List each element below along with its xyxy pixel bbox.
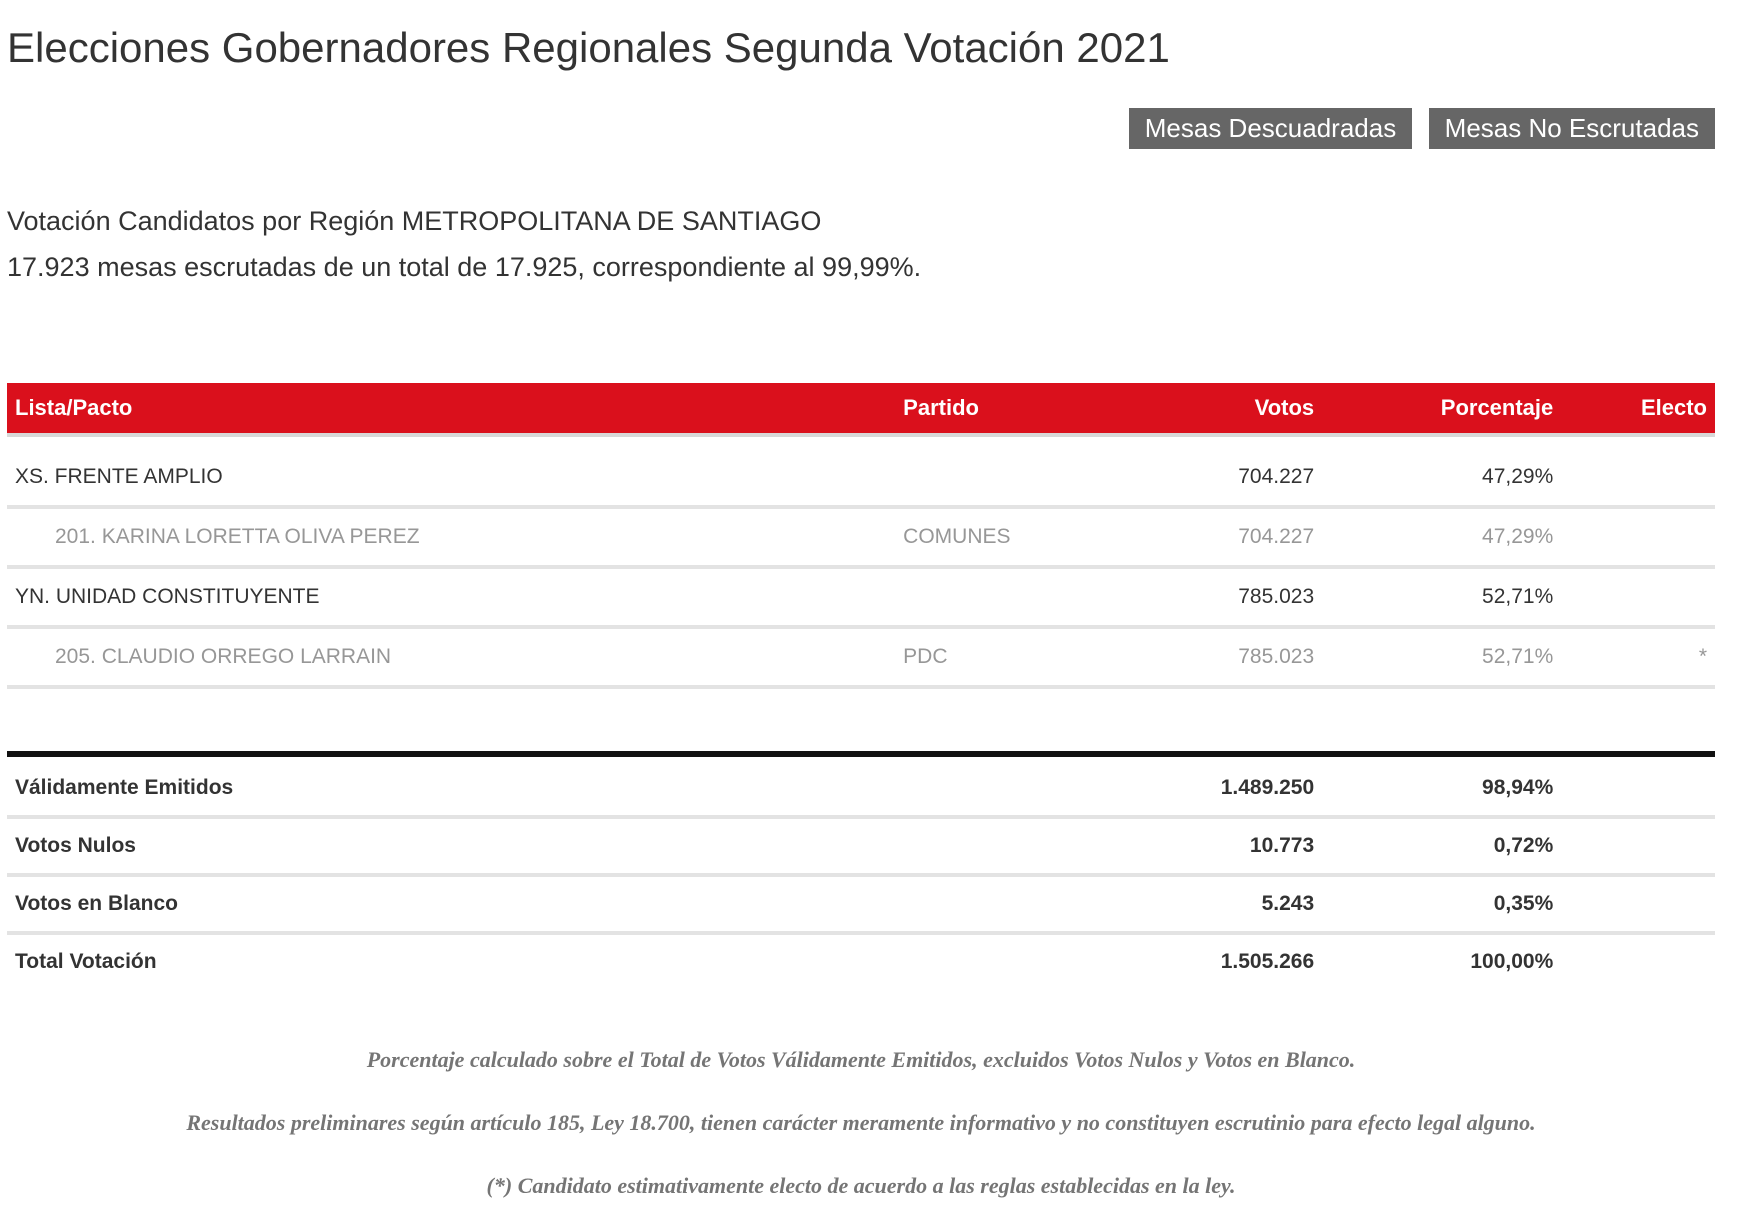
mesas-descuadradas-button[interactable]: Mesas Descuadradas — [1128, 108, 1413, 149]
footnote-line: (*) Candidato estimativamente electo de … — [486, 1173, 1236, 1198]
partido-cell: PDC — [903, 645, 948, 668]
partido-cell: COMUNES — [903, 525, 1011, 548]
total-porcentaje-cell: 0,72% — [1493, 834, 1554, 857]
partido-cell — [895, 567, 1100, 627]
totals-row: Votos Nulos 10.773 0,72% — [7, 817, 1715, 875]
lista-pacto-cell: YN. UNIDAD CONSTITUYENTE — [15, 585, 320, 608]
total-votos-cell: 5.243 — [1261, 892, 1315, 915]
totals-row: Votos en Blanco 5.243 0,35% — [7, 875, 1715, 933]
table-row: YN. UNIDAD CONSTITUYENTE 785.023 52,71% — [7, 567, 1715, 627]
electo-cell: * — [1698, 645, 1707, 668]
header-lista-pacto: Lista/Pacto — [7, 383, 896, 437]
porcentaje-cell: 47,29% — [1482, 525, 1554, 548]
totals-body: Válidamente Emitidos 1.489.250 98,94% Vo… — [7, 754, 1715, 989]
total-votos-cell: 10.773 — [1249, 834, 1315, 857]
lista-pacto-cell: XS. FRENTE AMPLIO — [15, 465, 223, 488]
results-body: XS. FRENTE AMPLIO 704.227 47,29% 201. KA… — [7, 435, 1715, 687]
header-electo: Electo — [1561, 383, 1715, 437]
total-label-cell: Votos Nulos — [15, 834, 136, 857]
toolbar: Mesas Descuadradas Mesas No Escrutadas — [7, 108, 1715, 149]
electo-cell — [1561, 507, 1715, 567]
porcentaje-cell: 52,71% — [1482, 585, 1554, 608]
votos-cell: 785.023 — [1238, 645, 1315, 668]
header-porcentaje: Porcentaje — [1322, 383, 1562, 437]
results-header: Lista/Pacto Partido Votos Porcentaje Ele… — [7, 383, 1715, 437]
votos-cell: 704.227 — [1238, 525, 1315, 548]
region-subtitle: Votación Candidatos por Región METROPOLI… — [7, 206, 822, 236]
total-votos-cell: 1.505.266 — [1220, 950, 1315, 973]
footnote-line: Porcentaje calculado sobre el Total de V… — [366, 1047, 1356, 1072]
page-container: Elecciones Gobernadores Regionales Segun… — [7, 24, 1715, 1199]
electo-cell — [1561, 435, 1715, 507]
total-electo-cell — [1561, 875, 1715, 933]
totals-row: Total Votación 1.505.266 100,00% — [7, 933, 1715, 989]
table-row: 201. KARINA LORETTA OLIVA PEREZ COMUNES … — [7, 507, 1715, 567]
page-title: Elecciones Gobernadores Regionales Segun… — [7, 24, 1170, 71]
electo-cell — [1561, 567, 1715, 627]
votos-cell: 785.023 — [1238, 585, 1315, 608]
partido-cell — [895, 435, 1100, 507]
header-votos: Votos — [1100, 383, 1323, 437]
totals-row: Válidamente Emitidos 1.489.250 98,94% — [7, 754, 1715, 817]
footnotes: Porcentaje calculado sobre el Total de V… — [7, 1047, 1715, 1199]
mesas-no-escrutadas-button[interactable]: Mesas No Escrutadas — [1428, 108, 1715, 149]
total-porcentaje-cell: 100,00% — [1470, 950, 1554, 973]
lista-pacto-cell: 201. KARINA LORETTA OLIVA PEREZ — [55, 525, 420, 548]
total-label-cell: Válidamente Emitidos — [15, 776, 234, 799]
total-porcentaje-cell: 98,94% — [1482, 776, 1554, 799]
results-header-row: Lista/Pacto Partido Votos Porcentaje Ele… — [7, 383, 1715, 437]
table-row: 205. CLAUDIO ORREGO LARRAIN PDC 785.023 … — [7, 627, 1715, 687]
total-electo-cell — [1561, 933, 1715, 989]
total-votos-cell: 1.489.250 — [1220, 776, 1315, 799]
total-porcentaje-cell: 0,35% — [1493, 892, 1554, 915]
porcentaje-cell: 47,29% — [1482, 465, 1554, 488]
total-label-cell: Total Votación — [15, 950, 157, 973]
votos-cell: 704.227 — [1238, 465, 1315, 488]
mesas-escrutadas-line: 17.923 mesas escrutadas de un total de 1… — [7, 252, 922, 282]
footnote-line: Resultados preliminares según artículo 1… — [186, 1110, 1536, 1135]
results-table: Lista/Pacto Partido Votos Porcentaje Ele… — [7, 383, 1715, 689]
total-electo-cell — [1561, 754, 1715, 817]
table-row: XS. FRENTE AMPLIO 704.227 47,29% — [7, 435, 1715, 507]
header-partido: Partido — [895, 383, 1101, 437]
total-label-cell: Votos en Blanco — [15, 892, 178, 915]
total-electo-cell — [1561, 817, 1715, 875]
porcentaje-cell: 52,71% — [1482, 645, 1554, 668]
lista-pacto-cell: 205. CLAUDIO ORREGO LARRAIN — [55, 645, 392, 668]
totals-table: Válidamente Emitidos 1.489.250 98,94% Vo… — [7, 751, 1715, 989]
